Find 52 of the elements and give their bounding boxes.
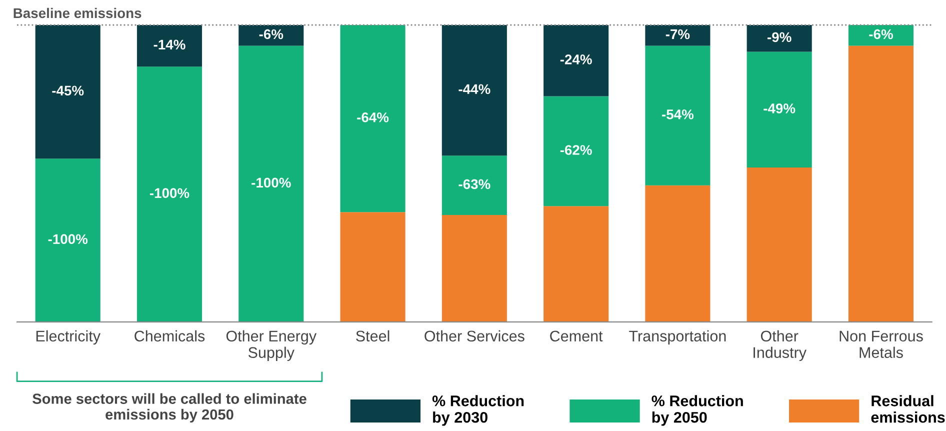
bar (442, 25, 507, 156)
annotation: -49% (764, 104, 796, 114)
legend-label: % Reduction by 2030 (432, 395, 524, 426)
x-tick-label: Electricity (36, 330, 101, 345)
ref-line-label: Baseline emissions (14, 8, 142, 18)
bar (746, 25, 812, 52)
bar (544, 206, 609, 322)
x-tick-label: Cement (550, 330, 603, 342)
bar (746, 168, 812, 322)
annotation: -44% (458, 84, 490, 94)
annotation: -62% (560, 145, 592, 155)
bar (544, 25, 609, 96)
bar (35, 25, 100, 159)
bar (746, 52, 812, 168)
annotation: -54% (662, 110, 694, 120)
annotation: -100% (150, 188, 190, 198)
bar (136, 66, 202, 322)
bar (645, 25, 710, 46)
x-tick-label: Transportation (629, 330, 726, 345)
bar (238, 46, 304, 322)
annotation: -14% (154, 40, 186, 50)
bar (340, 212, 406, 322)
bar (848, 46, 914, 322)
x-tick-label: Other Services (424, 330, 524, 342)
annotation: -64% (357, 112, 389, 122)
bar (442, 215, 507, 322)
bar (340, 25, 406, 212)
legend-label: % Reduction by 2050 (652, 395, 743, 426)
x-tick-label: Non Ferrous Metals (840, 330, 923, 358)
bar (645, 46, 710, 186)
bar (442, 156, 507, 216)
annotation: -45% (52, 86, 84, 96)
bar (848, 25, 914, 46)
annotation: -9% (768, 32, 792, 42)
text: Some sectors will be called to eliminate emissions by 2050 (32, 393, 306, 423)
bar (544, 96, 609, 206)
x-tick-label: Chemicals (134, 330, 205, 342)
x-tick-label: Steel (356, 330, 390, 342)
bar (35, 158, 100, 322)
annotation: -100% (48, 234, 88, 244)
annotation: -6% (259, 29, 284, 40)
legend-label: Residual emissions (871, 395, 945, 423)
annotation: -100% (252, 178, 291, 188)
x-tick-label: Other Industry (754, 330, 806, 361)
annotation: -7% (666, 29, 690, 40)
annotation: -6% (869, 29, 893, 40)
bar (645, 185, 710, 322)
bar (136, 25, 202, 67)
annotation: -24% (560, 54, 592, 64)
x-tick-label: Other Energy Supply (226, 330, 317, 361)
bar (238, 25, 304, 46)
annotation: -63% (458, 179, 490, 190)
